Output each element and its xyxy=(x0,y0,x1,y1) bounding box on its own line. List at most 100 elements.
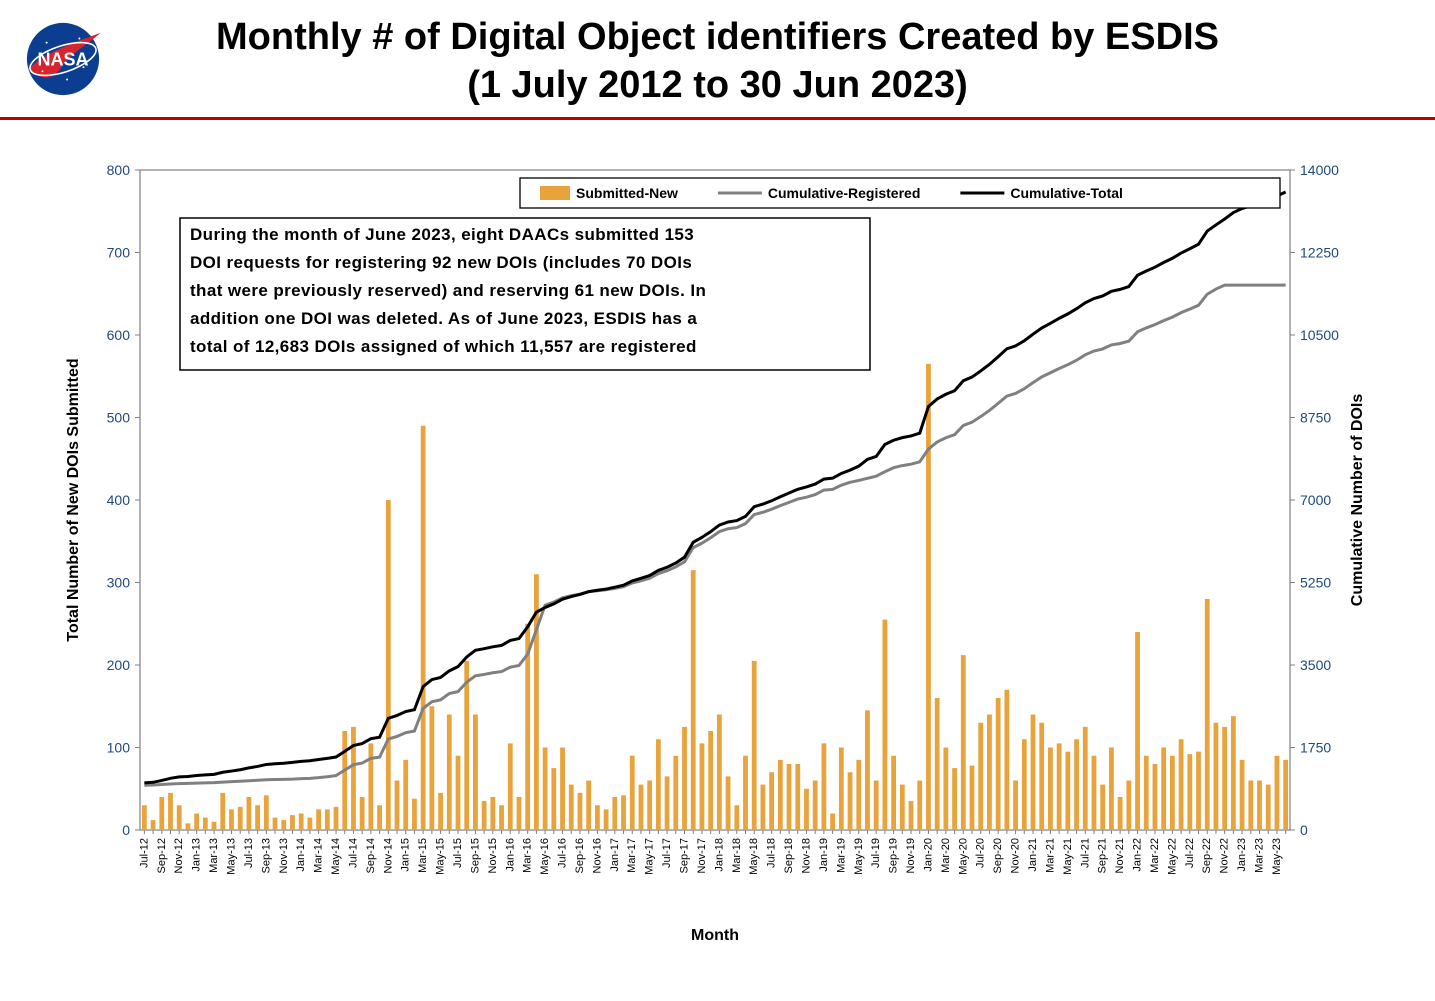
bar xyxy=(290,815,295,830)
bar xyxy=(621,795,626,830)
svg-text:5250: 5250 xyxy=(1300,575,1331,591)
svg-text:0: 0 xyxy=(1300,822,1308,838)
bar xyxy=(273,818,278,830)
svg-text:Jan-19: Jan-19 xyxy=(818,838,830,872)
bar xyxy=(909,801,914,830)
bar xyxy=(1004,690,1009,830)
header: NASA Monthly # of Digital Object identif… xyxy=(0,0,1435,120)
bar xyxy=(307,818,312,830)
svg-text:700: 700 xyxy=(107,245,131,261)
svg-text:200: 200 xyxy=(107,657,131,673)
svg-text:May-20: May-20 xyxy=(957,838,969,875)
svg-text:During the month of June 2023,: During the month of June 2023, eight DAA… xyxy=(190,225,694,244)
bar xyxy=(1135,632,1140,830)
svg-text:Jul-20: Jul-20 xyxy=(975,838,987,868)
bar xyxy=(159,797,164,830)
doi-chart: 0100200300400500600700800017503500525070… xyxy=(40,150,1390,970)
bar xyxy=(1065,752,1070,830)
svg-text:Sep-21: Sep-21 xyxy=(1097,838,1109,873)
svg-text:Jan-23: Jan-23 xyxy=(1236,838,1248,872)
bar xyxy=(1205,599,1210,830)
svg-text:Mar-15: Mar-15 xyxy=(417,838,429,873)
bar xyxy=(1257,781,1262,831)
svg-text:NASA: NASA xyxy=(37,50,88,70)
bar xyxy=(1118,797,1123,830)
svg-text:10500: 10500 xyxy=(1300,327,1339,343)
svg-text:Sep-15: Sep-15 xyxy=(469,838,481,873)
bar xyxy=(1013,781,1018,831)
svg-text:May-16: May-16 xyxy=(539,838,551,875)
bar xyxy=(1248,781,1253,831)
svg-text:400: 400 xyxy=(107,492,131,508)
svg-text:May-17: May-17 xyxy=(644,838,656,875)
bar xyxy=(334,807,339,830)
bar xyxy=(1231,716,1236,830)
bar xyxy=(403,760,408,830)
bar xyxy=(865,710,870,830)
bar xyxy=(926,364,931,830)
svg-text:Nov-17: Nov-17 xyxy=(696,838,708,873)
svg-text:Jul-18: Jul-18 xyxy=(766,838,778,868)
chart-container: 0100200300400500600700800017503500525070… xyxy=(40,150,1390,970)
bar xyxy=(569,785,574,830)
bar xyxy=(438,793,443,830)
bar xyxy=(769,772,774,830)
bar xyxy=(970,766,975,830)
svg-text:Jul-19: Jul-19 xyxy=(870,838,882,868)
svg-text:Jul-12: Jul-12 xyxy=(138,838,150,868)
svg-text:Mar-19: Mar-19 xyxy=(835,838,847,873)
svg-text:Jan-21: Jan-21 xyxy=(1027,838,1039,872)
svg-text:Total Number of New DOIs Submi: Total Number of New DOIs Submitted xyxy=(65,358,82,641)
bar xyxy=(848,772,853,830)
bar xyxy=(168,793,173,830)
nasa-logo: NASA xyxy=(22,18,104,105)
svg-text:12250: 12250 xyxy=(1300,245,1339,261)
bar xyxy=(560,748,565,831)
svg-text:Jan-17: Jan-17 xyxy=(609,838,621,872)
svg-text:May-13: May-13 xyxy=(225,838,237,875)
svg-text:Month: Month xyxy=(691,927,739,944)
title-line-1: Monthly # of Digital Object identifiers … xyxy=(216,16,1219,58)
page: NASA Monthly # of Digital Object identif… xyxy=(0,0,1435,1001)
bar xyxy=(377,805,382,830)
svg-text:Jul-15: Jul-15 xyxy=(452,838,464,868)
bar xyxy=(987,715,992,831)
svg-text:8750: 8750 xyxy=(1300,410,1331,426)
bar xyxy=(386,500,391,830)
bar xyxy=(787,764,792,830)
svg-text:Mar-18: Mar-18 xyxy=(731,838,743,873)
bar xyxy=(1109,748,1114,831)
bar xyxy=(1161,748,1166,831)
svg-text:Sep-22: Sep-22 xyxy=(1201,838,1213,873)
svg-text:0: 0 xyxy=(122,822,130,838)
svg-text:total of 12,683 DOIs assigned: total of 12,683 DOIs assigned of which 1… xyxy=(190,337,697,356)
svg-text:600: 600 xyxy=(107,327,131,343)
bar xyxy=(1126,781,1131,831)
bar xyxy=(517,797,522,830)
bar xyxy=(421,426,426,830)
svg-text:Nov-22: Nov-22 xyxy=(1219,838,1231,873)
svg-text:May-14: May-14 xyxy=(330,838,342,875)
bar xyxy=(595,805,600,830)
svg-text:May-19: May-19 xyxy=(853,838,865,875)
bar xyxy=(464,661,469,830)
bar xyxy=(1083,727,1088,830)
svg-text:3500: 3500 xyxy=(1300,657,1331,673)
svg-text:DOI requests for registering 9: DOI requests for registering 92 new DOIs… xyxy=(190,253,692,272)
bar xyxy=(229,809,234,830)
svg-text:Jul-14: Jul-14 xyxy=(347,838,359,868)
svg-text:May-22: May-22 xyxy=(1166,838,1178,875)
svg-text:Sep-20: Sep-20 xyxy=(992,838,1004,873)
bar xyxy=(882,620,887,830)
svg-text:Cumulative-Registered: Cumulative-Registered xyxy=(768,185,920,201)
bar xyxy=(281,820,286,830)
svg-text:Sep-14: Sep-14 xyxy=(365,838,377,873)
bar xyxy=(1187,754,1192,830)
svg-text:Jan-15: Jan-15 xyxy=(400,838,412,872)
bar xyxy=(665,776,670,830)
bar xyxy=(1275,756,1280,830)
bar xyxy=(473,715,478,831)
bar xyxy=(639,785,644,830)
bar xyxy=(813,781,818,831)
svg-text:Mar-13: Mar-13 xyxy=(208,838,220,873)
